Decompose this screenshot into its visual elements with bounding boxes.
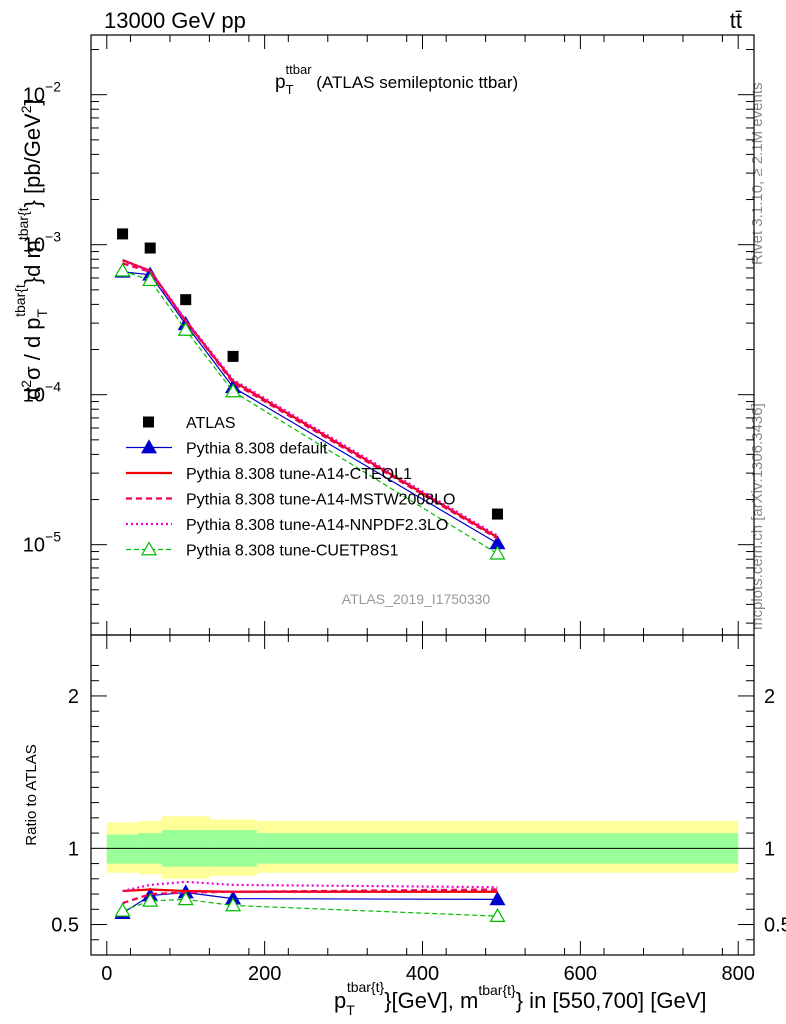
r-tick-label-left-1: 1 bbox=[68, 838, 79, 860]
plot-title: pTttbar (ATLAS semileptonic ttbar) bbox=[275, 62, 518, 97]
ratio-line-0 bbox=[122, 891, 498, 914]
mcplots-label: mcplots.cern.ch [arXiv:1306.3436] bbox=[749, 403, 766, 630]
series-point-4-4 bbox=[489, 545, 506, 560]
series-point-4-1 bbox=[142, 271, 159, 287]
data-point-1 bbox=[144, 242, 156, 254]
data-point-2 bbox=[180, 294, 192, 306]
legend-label-4: Pythia 8.308 tune-CUETP8S1 bbox=[186, 543, 399, 560]
ratio-point-4-1 bbox=[142, 892, 159, 907]
data-point-3 bbox=[227, 350, 239, 362]
r-tick-label-right-2: 2 bbox=[764, 686, 775, 708]
ratio-frame bbox=[90, 634, 755, 956]
series-point-4-3 bbox=[225, 383, 242, 398]
legend-marker-0 bbox=[140, 439, 158, 454]
header-right: tt̄ bbox=[730, 8, 742, 33]
ratio-point-4-4 bbox=[489, 907, 506, 922]
header-left: 13000 GeV pp bbox=[104, 8, 246, 33]
data-point-4 bbox=[491, 508, 503, 520]
series-lines bbox=[114, 259, 506, 922]
ratio-bands bbox=[106, 816, 739, 879]
ratio-point-4-3 bbox=[225, 897, 242, 912]
r-tick-label-left-0: 0.5 bbox=[51, 915, 79, 937]
ratio-point-4-0 bbox=[114, 902, 131, 917]
ratio-axis-label: Ratio to ATLAS bbox=[23, 744, 40, 845]
series-point-4-0 bbox=[114, 262, 131, 277]
legend-label-0: Pythia 8.308 default bbox=[186, 441, 328, 458]
x-tick-label-4: 800 bbox=[722, 963, 755, 985]
ratio-point-0-4 bbox=[489, 891, 506, 906]
x-tick-label-0: 0 bbox=[101, 963, 112, 985]
legend-label-1: Pythia 8.308 tune-A14-CTEQL1 bbox=[186, 466, 412, 483]
r-tick-label-right-1: 1 bbox=[764, 838, 775, 860]
x-tick-label-3: 600 bbox=[564, 963, 597, 985]
data-point-0 bbox=[117, 228, 129, 240]
ratio-point-4-2 bbox=[177, 891, 194, 906]
series-point-4-2 bbox=[177, 321, 194, 336]
y-tick-label-3: 10−2 bbox=[23, 79, 61, 107]
r-tick-label-right-0: 0.5 bbox=[764, 915, 786, 937]
series-line-4 bbox=[122, 270, 498, 555]
axes: 0 200 400 600 800 10−5 10−4 10−3 10−2 0.5 0.5 1 1 2 2 bbox=[23, 34, 786, 985]
ratio-line-4 bbox=[122, 898, 498, 917]
x-tick-label-1: 200 bbox=[248, 963, 281, 985]
legend-marker-4 bbox=[140, 541, 158, 556]
legend-marker-atlas bbox=[143, 416, 154, 428]
legend-label-3: Pythia 8.308 tune-A14-NNPDF2.3LO bbox=[186, 517, 448, 534]
legend: ATLAS Pythia 8.308 default Pythia 8.308 tu… bbox=[126, 415, 455, 560]
y-axis-label: d2σ / d pTtbar{t}d mtbar{t} [pb/GeV2] bbox=[12, 99, 50, 400]
rivet-label: Rivet 3.1.10, ≥ 2.1M events bbox=[749, 83, 766, 266]
inner-band-0 bbox=[106, 834, 139, 864]
atlas-data-points bbox=[117, 228, 503, 520]
r-tick-label-left-2: 2 bbox=[68, 686, 79, 708]
x-tick-label-2: 400 bbox=[406, 963, 439, 985]
analysis-watermark: ATLAS_2019_I1750330 bbox=[342, 591, 491, 607]
x-axis-label: pTtbar{t}}[GeV], mtbar{t}} in [550,700] … bbox=[334, 979, 707, 1018]
y-tick-label-0: 10−5 bbox=[23, 529, 61, 557]
y-tick-label-1: 10−4 bbox=[23, 379, 61, 407]
legend-label-2: Pythia 8.308 tune-A14-MSTW2008LO bbox=[186, 492, 455, 509]
y-tick-label-2: 10−3 bbox=[23, 229, 61, 257]
legend-label-atlas: ATLAS bbox=[186, 415, 236, 432]
